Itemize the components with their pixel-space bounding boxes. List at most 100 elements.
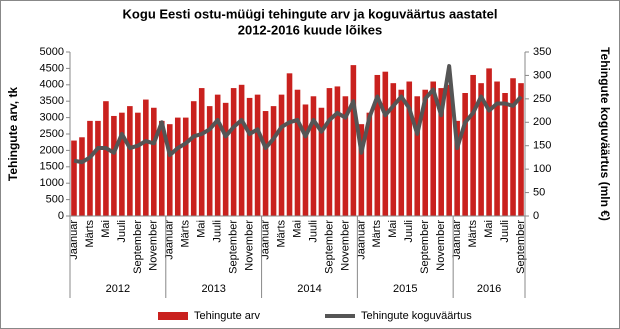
x-tick-label: Mai [483,220,495,238]
y2-tick-label: 250 [533,93,551,105]
bar [222,102,229,216]
bar [230,88,237,216]
x-tick-label: Jaanuar [451,220,463,260]
bar [143,99,149,216]
chart-title-line: Kogu Eesti ostu-müügi tehingute arv ja k… [123,6,498,21]
x-tick-label: November [339,220,351,271]
y2-tick-label: 50 [533,186,545,198]
x-tick-label: September [228,220,240,274]
y-tick-label: 3500 [40,95,64,107]
bar [406,81,413,217]
y2-tick-label: 200 [533,116,551,128]
bar [454,120,460,216]
bar [446,84,452,216]
bar [382,71,389,217]
x-tick-label: Mai [196,220,208,238]
y-tick-label: 3000 [40,112,64,124]
bar [438,88,444,216]
bar [190,101,197,216]
bar [326,88,333,216]
bar [374,74,381,217]
bar [494,81,500,217]
x-tick-label: Juuli [499,220,511,243]
bar [470,74,476,217]
bar [166,124,173,216]
x-tick-label: Jaanuar [355,220,367,260]
bar [151,107,157,216]
chart-title-line: 2012-2016 kuude lõikes [238,22,383,37]
x-tick-label: Mai [100,220,112,238]
x-tick-label: Märts [275,220,287,248]
bar [71,140,77,216]
line [73,64,523,165]
bar [334,86,341,216]
x-tick-label: Jaanuar [164,220,176,260]
y-tick-label: 5000 [40,46,64,58]
bar [135,112,141,216]
x-group-label: 2013 [201,283,225,295]
bar [174,117,181,216]
y-axis-label: Tehingute arv, tk [6,87,20,182]
x-group-label: 2012 [106,283,130,295]
bar [127,106,133,216]
bar [350,65,357,217]
bar [198,88,205,216]
legend-label: Tehingute koguväärtus [361,310,472,322]
bar [182,117,189,216]
x-tick-label: September [419,220,431,274]
bar [246,97,253,216]
bar [119,112,125,216]
x-tick-label: Juuli [212,220,224,243]
x-tick-label: Märts [84,220,96,248]
bar [462,93,468,216]
x-tick-label: September [323,220,335,274]
bar [302,104,309,216]
x-tick-label: November [244,220,256,271]
legend-swatch [158,312,188,320]
y-tick-label: 1500 [40,161,64,173]
bar [294,89,301,216]
bar [103,101,109,216]
bar [270,106,277,216]
bar [111,115,117,216]
y-tick-label: 2500 [40,128,64,140]
bar [358,124,365,216]
x-group-label: 2015 [393,283,417,295]
x-tick-label: Märts [371,220,383,248]
x-tick-label: Mai [387,220,399,238]
bar [87,120,93,216]
x-tick-label: November [435,220,447,271]
bar [262,111,269,216]
bar [159,120,165,216]
bar [238,84,245,216]
y-tick-label: 4000 [40,79,64,91]
legend-label: Tehingute arv [194,310,261,322]
bar [366,112,373,216]
x-tick-label: Jaanuar [68,220,80,260]
bar [95,120,101,216]
x-tick-label: September [132,220,144,274]
bar [398,89,405,216]
x-tick-label: Mai [291,220,303,238]
y-tick-label: 4500 [40,62,64,74]
bar [430,81,436,217]
y2-tick-label: 0 [533,210,539,222]
x-group-label: 2014 [297,283,321,295]
bar [414,96,421,216]
x-tick-label: September [515,220,527,274]
x-tick-label: Juuli [116,220,128,243]
x-tick-label: November [148,220,160,271]
y-tick-label: 500 [46,194,64,206]
y-tick-label: 0 [58,210,64,222]
y2-tick-label: 350 [533,46,551,58]
x-tick-label: Jaanuar [259,220,271,260]
y2-tick-label: 150 [533,140,551,152]
bar [510,78,516,217]
bar [422,89,429,216]
bar [502,93,508,216]
bar [486,68,492,217]
bar [478,83,484,216]
bar [206,106,213,216]
